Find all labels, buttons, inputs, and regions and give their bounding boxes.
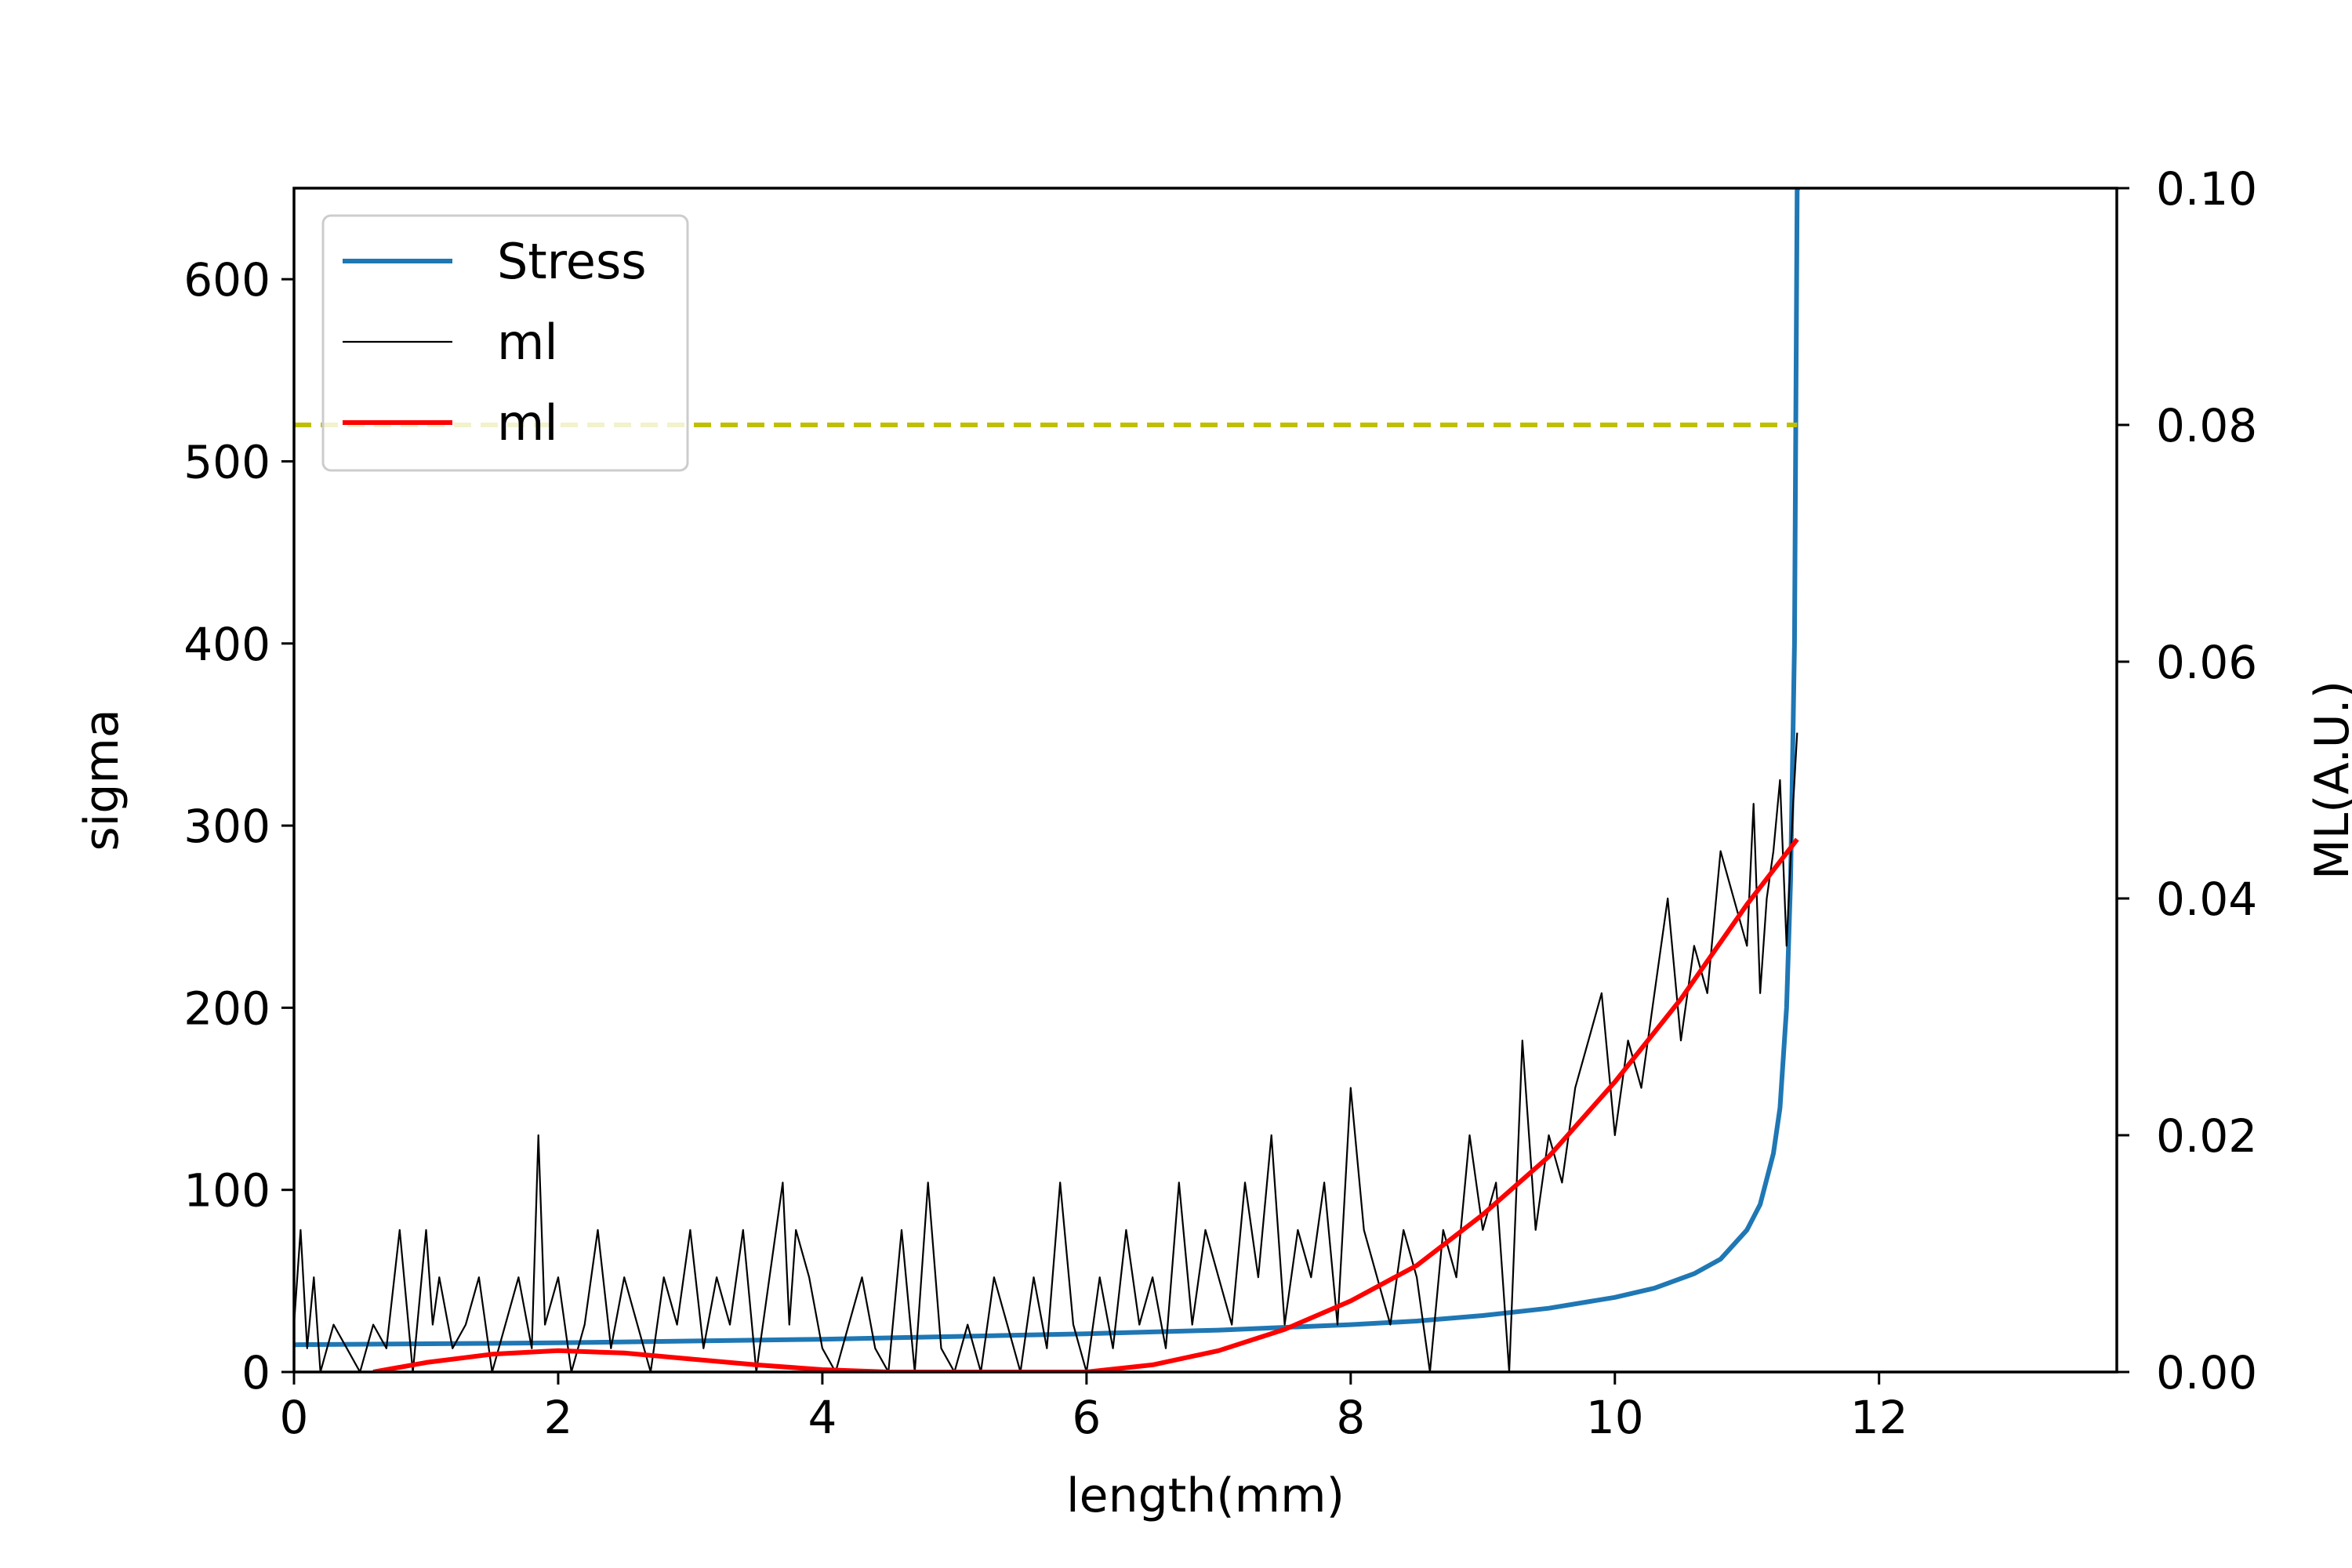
x-tick-label: 12 — [1850, 1391, 1908, 1444]
left-y-tick-label: 0 — [241, 1346, 270, 1399]
series-line-ml-fit — [372, 837, 1799, 1372]
legend-label: ml — [497, 394, 558, 452]
right-y-tick-label: 0.06 — [2156, 636, 2257, 689]
legend-label: Stress — [497, 233, 647, 290]
legend: Stress ml ml — [321, 214, 689, 472]
right-y-tick-label: 0.10 — [2156, 162, 2257, 216]
x-tick-label: 0 — [280, 1391, 309, 1444]
left-y-tick-label: 500 — [183, 435, 270, 488]
x-tick-label: 8 — [1336, 1391, 1365, 1444]
x-tick-label: 10 — [1586, 1391, 1644, 1444]
x-tick-label: 4 — [808, 1391, 837, 1444]
left-y-tick-label: 400 — [183, 618, 270, 671]
series-line-ml-raw — [294, 732, 1798, 1372]
x-tick-label: 6 — [1072, 1391, 1101, 1444]
right-y-tick-label: 0.08 — [2156, 399, 2257, 452]
right-y-tick-label: 0.00 — [2156, 1346, 2257, 1399]
axes: 0 2 4 6 8 10 12 0 100 200 300 400 500 600 0.00 0.02 0.04… — [183, 162, 2257, 1444]
right-y-tick-label: 0.04 — [2156, 873, 2257, 926]
left-y-tick-label: 600 — [183, 253, 270, 307]
left-y-tick-label: 200 — [183, 982, 270, 1035]
right-y-tick-label: 0.02 — [2156, 1109, 2257, 1163]
series-line-stress — [294, 188, 1800, 1348]
left-y-tick-label: 100 — [183, 1164, 270, 1218]
left-y-axis-title: sigma — [74, 709, 129, 851]
x-axis-title: length(mm) — [1066, 1468, 1345, 1523]
x-tick-label: 2 — [544, 1391, 573, 1444]
left-y-tick-label: 300 — [183, 800, 270, 853]
legend-box — [321, 214, 689, 472]
right-y-axis-title: ML(A.U.) — [2305, 681, 2352, 880]
legend-label: ml — [497, 314, 558, 371]
axes-frame — [292, 187, 2118, 1374]
